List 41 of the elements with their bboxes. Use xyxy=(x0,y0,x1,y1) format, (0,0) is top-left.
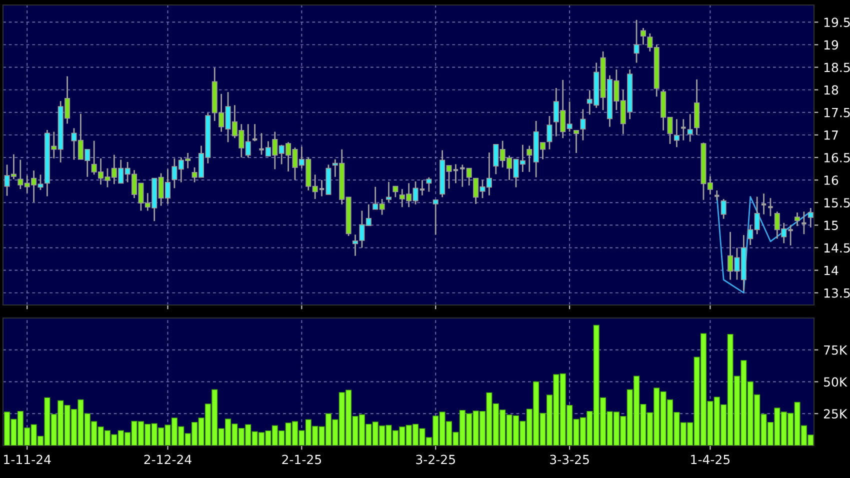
candlestick xyxy=(760,192,768,216)
candlestick xyxy=(687,113,693,142)
candlestick xyxy=(794,212,800,227)
candlestick xyxy=(680,118,687,142)
candlestick xyxy=(426,176,432,192)
y-tick-label: 13.5 xyxy=(824,288,850,298)
x-tick-label: 2-12-24 xyxy=(144,454,192,464)
candlestick xyxy=(808,207,814,228)
x-tick-label: 1-4-25 xyxy=(691,454,730,464)
candlestick xyxy=(640,27,646,46)
candlestick xyxy=(767,197,774,217)
y-tick-label: 14.5 xyxy=(824,243,850,253)
y-tick-label: 16 xyxy=(824,176,838,185)
candlestick xyxy=(674,118,680,148)
y-tick-label: 75K xyxy=(824,346,848,355)
candlestick xyxy=(386,181,392,203)
y-tick-label: 15.5 xyxy=(824,198,850,208)
candlestick xyxy=(800,210,808,235)
candlestick xyxy=(720,198,726,220)
y-tick-label: 15 xyxy=(824,220,838,230)
y-tick-label: 18.5 xyxy=(824,62,850,72)
x-tick-label: 3-3-25 xyxy=(550,454,589,464)
candlestick xyxy=(392,186,398,198)
candlestick xyxy=(432,199,438,236)
y-tick-label: 25K xyxy=(824,409,848,419)
candlestick xyxy=(546,115,552,150)
y-tick-label: 14 xyxy=(824,266,838,276)
candlestick xyxy=(580,108,586,142)
candlestick xyxy=(714,190,720,202)
y-tick-label: 18 xyxy=(824,85,838,95)
candlestick xyxy=(573,130,580,154)
y-tick-label: 19 xyxy=(824,40,838,50)
x-tick-label: 1-11-24 xyxy=(4,454,51,464)
y-tick-label: 17 xyxy=(824,130,838,140)
y-tick-label: 16.5 xyxy=(824,152,850,162)
x-tick-label: 3-2-25 xyxy=(416,454,455,464)
y-tick-label: 19.5 xyxy=(824,18,850,28)
y-tick-label: 50K xyxy=(824,377,848,387)
x-tick-label: 2-1-25 xyxy=(282,454,322,464)
y-tick-label: 17.5 xyxy=(824,108,850,118)
candlestick xyxy=(634,19,640,64)
